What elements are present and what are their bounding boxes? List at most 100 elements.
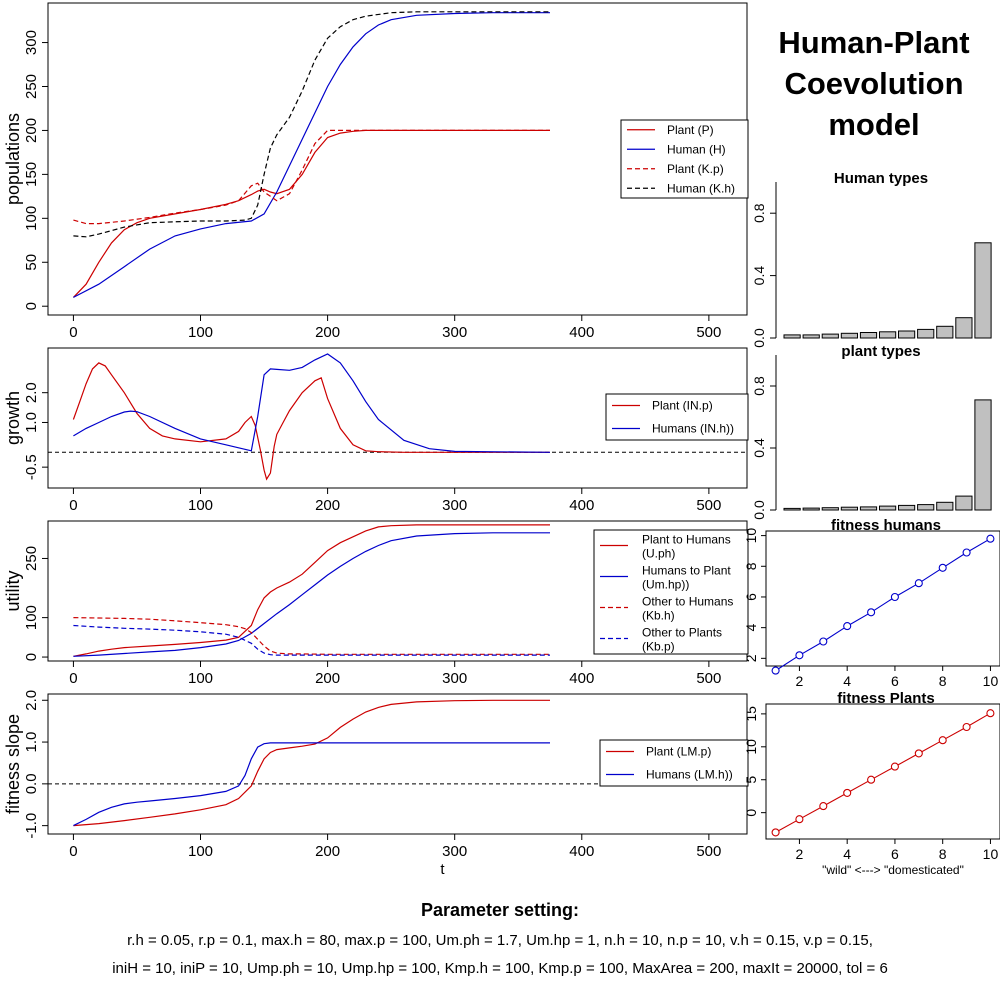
y-tick-label: 2.0 — [23, 382, 40, 403]
parameter-line-1: r.h = 0.05, r.p = 0.1, max.h = 80, max.p… — [127, 932, 873, 949]
series-line-1 — [73, 699, 550, 827]
y-tick-label: 0.8 — [751, 376, 767, 396]
legend-label: Humans to Plant (Um.hp)) — [642, 564, 731, 592]
y-tick-label: 2.0 — [23, 690, 40, 711]
legend-label: Human (H) — [667, 142, 726, 156]
y-tick-label: 4 — [743, 624, 759, 632]
legend: Plant (IN.p) Humans (IN.h)) — [605, 393, 749, 441]
y-tick-label: 0.0 — [751, 328, 767, 348]
x-axis-label: "wild" <---> "domesticated" — [822, 863, 964, 877]
x-tick-label: 0 — [69, 670, 77, 687]
figure-title-line-3: model — [828, 107, 920, 142]
bar-3 — [821, 507, 839, 511]
fitness-point-4 — [843, 622, 852, 631]
panel-title: plant types — [841, 343, 920, 360]
series-line-2 — [73, 353, 551, 453]
x-tick-label: 10 — [983, 846, 999, 862]
bar-4 — [840, 506, 858, 511]
x-tick-label: 6 — [891, 846, 899, 862]
bar-9 — [936, 325, 954, 339]
figure-title: Human-Plant Coevolution model — [748, 22, 1000, 145]
y-axis-label: growth — [3, 391, 23, 445]
bar-2 — [802, 507, 820, 511]
legend-box — [605, 393, 749, 441]
x-tick-label: 200 — [315, 843, 340, 860]
x-tick-label: 8 — [939, 846, 947, 862]
legend: Plant to Humans (U.ph)Humans to Plant (Um.… — [593, 529, 749, 655]
bar-10 — [955, 495, 973, 511]
x-tick-label: 400 — [569, 324, 594, 341]
panel-fitness-plants: fitness Plants 2 4 6 8 10 0 5 10 15 "wild" <---> "… — [743, 690, 1000, 877]
fitness-point-5 — [867, 608, 876, 617]
y-tick-label: 100 — [23, 206, 40, 231]
bar-1 — [783, 334, 801, 339]
y-tick-label: 15 — [743, 706, 759, 722]
bar-2 — [802, 334, 820, 339]
fitness-point-7 — [914, 749, 923, 758]
bar-7 — [898, 504, 916, 511]
fitness-point-3 — [819, 802, 828, 811]
fitness-point-8 — [938, 563, 947, 572]
bar-8 — [917, 328, 935, 339]
series-line-2 — [73, 742, 550, 827]
y-axis-label: fitness slope — [3, 714, 23, 814]
legend-box — [593, 529, 749, 655]
fitness-point-8 — [938, 736, 947, 745]
fitness-line — [775, 712, 991, 833]
bar-11 — [974, 242, 992, 339]
series-line-1 — [72, 362, 550, 481]
bar-1 — [783, 507, 801, 511]
legend-box — [599, 739, 749, 787]
panel-title: fitness Plants — [837, 690, 935, 707]
y-tick-label: 2 — [743, 654, 759, 662]
fitness-point-6 — [890, 592, 899, 602]
x-tick-label: 300 — [442, 843, 467, 860]
y-tick-label: 250 — [23, 546, 40, 571]
fitness-line — [775, 538, 991, 672]
legend-label: Human (K.h) — [667, 181, 735, 195]
panel-fitness-humans: fitness humans 2 4 6 8 10 2 4 6 8 10 — [743, 517, 1000, 689]
fitness-point-7 — [914, 579, 923, 588]
x-tick-label: 100 — [188, 843, 213, 860]
legend: Plant (LM.p) Humans (LM.h)) — [599, 739, 749, 787]
fitness-point-4 — [843, 788, 852, 797]
bar-3 — [821, 333, 839, 339]
series-line-3 — [73, 129, 550, 225]
legend-label: Humans (LM.h)) — [646, 768, 733, 782]
bar-6 — [879, 331, 897, 339]
y-tick-label: 1.0 — [23, 732, 40, 753]
y-tick-label: 0.0 — [751, 500, 767, 520]
bar-4 — [840, 332, 858, 339]
y-axis-label: utility — [3, 570, 23, 611]
series-line-2 — [73, 532, 550, 657]
x-tick-label: 0 — [69, 497, 77, 514]
panel-populations: 0 100 200 300 400 500 0 50 100 150 200 250 300 popula… — [3, 2, 749, 341]
x-tick-label: 4 — [843, 673, 851, 689]
bar-7 — [898, 330, 916, 339]
x-tick-label: 8 — [939, 673, 947, 689]
series-line-4 — [73, 11, 550, 238]
x-tick-label: 500 — [696, 324, 721, 341]
y-tick-label: 0.8 — [751, 203, 767, 223]
series-line-1 — [72, 129, 550, 298]
bar-6 — [879, 505, 897, 511]
y-tick-label: 8 — [743, 562, 759, 570]
y-tick-label: 100 — [23, 605, 40, 630]
plot-frame — [765, 530, 1000, 667]
fitness-point-10 — [986, 709, 995, 718]
x-tick-label: 2 — [796, 673, 804, 689]
y-tick-label: 0 — [23, 653, 40, 661]
x-tick-label: 100 — [188, 497, 213, 514]
y-axis-label: populations — [3, 113, 23, 205]
x-tick-label: 500 — [696, 670, 721, 687]
series-line-1 — [73, 524, 550, 657]
bar-11 — [974, 399, 992, 511]
legend-label: Plant (IN.p) — [652, 399, 713, 413]
y-tick-label: 10 — [743, 528, 759, 544]
y-tick-label: 250 — [23, 74, 40, 99]
x-tick-label: 4 — [843, 846, 851, 862]
